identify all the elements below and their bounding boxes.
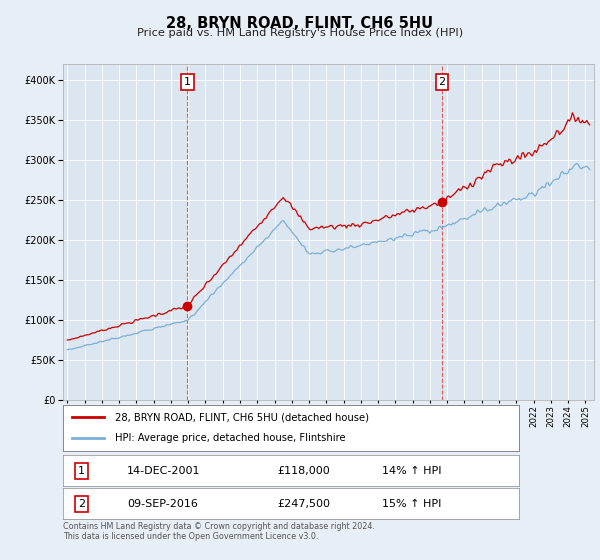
Text: 2: 2: [439, 77, 445, 87]
Text: 14% ↑ HPI: 14% ↑ HPI: [382, 466, 442, 475]
Text: 1: 1: [184, 77, 191, 87]
Text: 09-SEP-2016: 09-SEP-2016: [127, 499, 198, 508]
Text: 2: 2: [77, 499, 85, 508]
Text: £118,000: £118,000: [277, 466, 330, 475]
Text: Price paid vs. HM Land Registry's House Price Index (HPI): Price paid vs. HM Land Registry's House …: [137, 28, 463, 38]
Text: 15% ↑ HPI: 15% ↑ HPI: [382, 499, 442, 508]
Text: 28, BRYN ROAD, FLINT, CH6 5HU (detached house): 28, BRYN ROAD, FLINT, CH6 5HU (detached …: [115, 412, 370, 422]
Text: 1: 1: [78, 466, 85, 475]
Text: 28, BRYN ROAD, FLINT, CH6 5HU: 28, BRYN ROAD, FLINT, CH6 5HU: [166, 16, 434, 31]
Text: HPI: Average price, detached house, Flintshire: HPI: Average price, detached house, Flin…: [115, 433, 346, 444]
Text: £247,500: £247,500: [277, 499, 331, 508]
Text: Contains HM Land Registry data © Crown copyright and database right 2024.
This d: Contains HM Land Registry data © Crown c…: [63, 522, 375, 542]
Text: 14-DEC-2001: 14-DEC-2001: [127, 466, 200, 475]
